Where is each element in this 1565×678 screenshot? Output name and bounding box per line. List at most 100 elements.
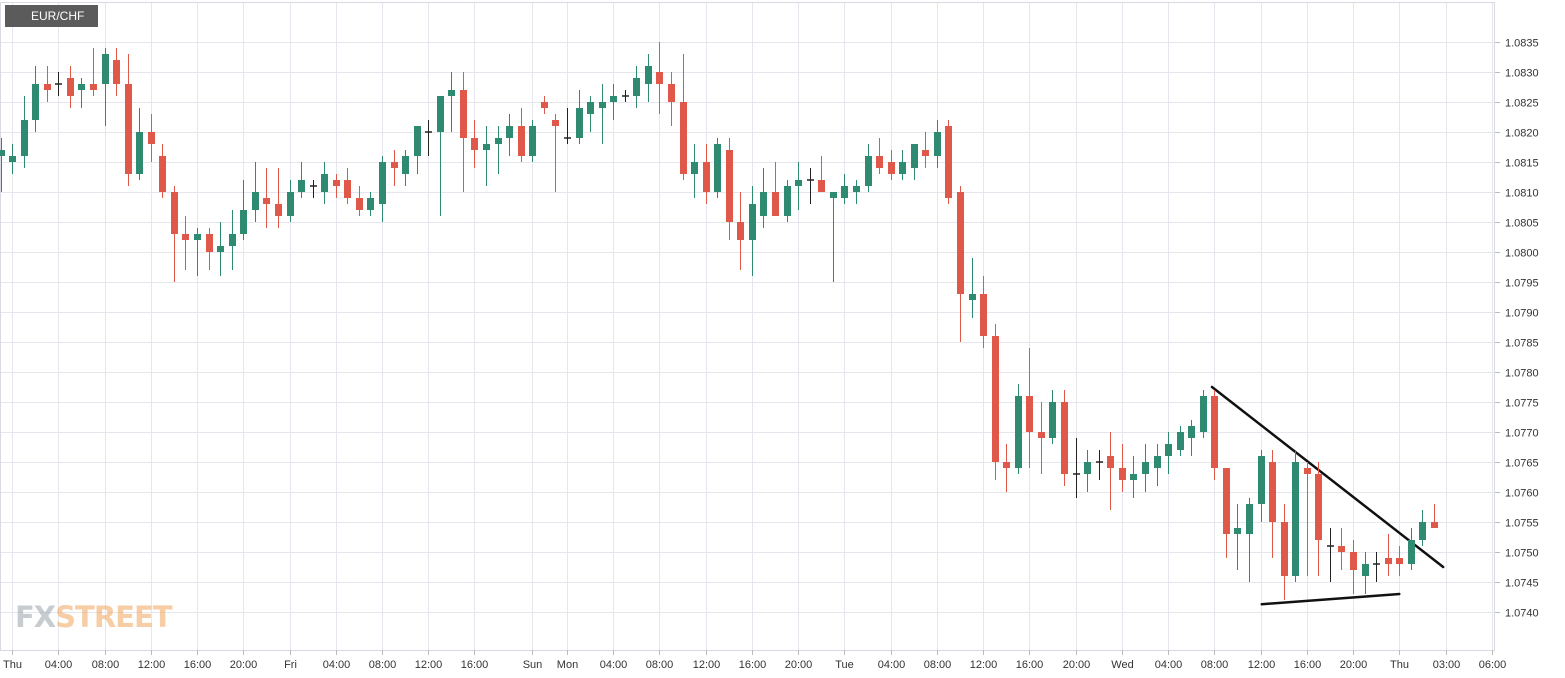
candle-body	[21, 120, 28, 156]
candle	[460, 72, 467, 192]
candle-body	[795, 180, 802, 186]
candle	[645, 54, 652, 102]
candle-body	[1061, 402, 1068, 474]
x-tick-label: 20:00	[1063, 659, 1091, 671]
candle-body	[969, 294, 976, 300]
candle	[587, 96, 594, 132]
candle-body	[125, 84, 132, 174]
candle-body	[495, 138, 502, 144]
y-tick-label: 1.0820	[1505, 128, 1539, 140]
candle-body	[726, 150, 733, 222]
candle	[298, 162, 305, 198]
candle	[807, 168, 814, 204]
candle	[229, 210, 236, 270]
candle-body	[1211, 396, 1218, 468]
candle	[576, 90, 583, 144]
candle	[1200, 390, 1207, 438]
candle-body	[298, 180, 305, 192]
candle-body	[356, 198, 363, 210]
candle	[1038, 402, 1045, 474]
candle	[865, 144, 872, 192]
candle	[691, 144, 698, 198]
candle-body	[934, 132, 941, 156]
x-tick-label: 08:00	[92, 659, 120, 671]
candle-body	[680, 102, 687, 174]
candle	[471, 120, 478, 168]
candle-body	[321, 174, 328, 192]
y-tick-label: 1.0800	[1505, 248, 1539, 260]
y-tick-label: 1.0740	[1505, 608, 1539, 620]
candle-body	[1084, 462, 1091, 474]
candle-body	[1258, 456, 1265, 504]
candle-body	[344, 180, 351, 198]
candle	[1026, 348, 1033, 468]
gridlines	[1, 3, 1495, 650]
candle	[448, 72, 455, 132]
candle-body	[471, 138, 478, 150]
candle-body	[506, 126, 513, 138]
candle	[506, 114, 513, 156]
candle	[55, 72, 62, 96]
candle-body	[9, 156, 16, 162]
candle	[1165, 432, 1172, 474]
y-tick-label: 1.0770	[1505, 428, 1539, 440]
candle-body	[1026, 396, 1033, 432]
candle-body	[1177, 432, 1184, 450]
x-tick-label: 03:00	[1433, 659, 1461, 671]
y-tick-label: 1.0810	[1505, 188, 1539, 200]
candle	[599, 84, 606, 144]
candle	[772, 162, 779, 216]
candle-body	[818, 180, 825, 192]
candle	[321, 162, 328, 204]
candle-body	[0, 150, 5, 156]
candle-body	[1281, 522, 1288, 576]
candle-body	[448, 90, 455, 96]
candle-body	[78, 84, 85, 90]
x-tick-label: Sun	[523, 659, 543, 671]
candle-body	[67, 78, 74, 96]
candle	[1431, 504, 1438, 528]
candle	[1246, 498, 1253, 582]
candle-body	[529, 126, 536, 156]
candle	[633, 66, 640, 108]
candle-body	[1350, 552, 1357, 570]
candle	[1396, 546, 1403, 576]
candle	[1234, 504, 1241, 570]
candle-body	[437, 96, 444, 132]
candle-body	[1130, 474, 1137, 480]
candle-body	[102, 54, 109, 84]
candle-body	[1408, 540, 1415, 564]
candle-body	[1188, 426, 1195, 438]
candle-body	[980, 294, 987, 336]
candle-body	[1292, 462, 1299, 576]
candle-body	[148, 132, 155, 144]
x-tick-label: 04:00	[1155, 659, 1183, 671]
candle	[287, 180, 294, 222]
candle	[541, 96, 548, 114]
candle	[749, 186, 756, 276]
candle	[483, 126, 490, 186]
candle-body	[1165, 444, 1172, 456]
candle	[1327, 528, 1334, 582]
plot-area	[0, 2, 1495, 651]
candle-body	[1315, 474, 1322, 540]
x-tick-label: 12:00	[970, 659, 998, 671]
candle-body	[645, 66, 652, 84]
x-tick-label: 04:00	[45, 659, 73, 671]
x-tick-label: Thu	[3, 659, 22, 671]
candle-body	[830, 192, 837, 198]
candle-body	[911, 144, 918, 168]
x-tick-label: 04:00	[878, 659, 906, 671]
candle-body	[194, 234, 201, 240]
y-tick-label: 1.0750	[1505, 548, 1539, 560]
candle	[784, 180, 791, 222]
candle	[1315, 462, 1322, 576]
candle	[379, 156, 386, 222]
x-tick-label: 20:00	[230, 659, 258, 671]
candle	[1269, 450, 1276, 558]
candle	[1223, 468, 1230, 558]
candle	[90, 48, 97, 96]
candle	[610, 84, 617, 120]
candle-body	[90, 84, 97, 90]
